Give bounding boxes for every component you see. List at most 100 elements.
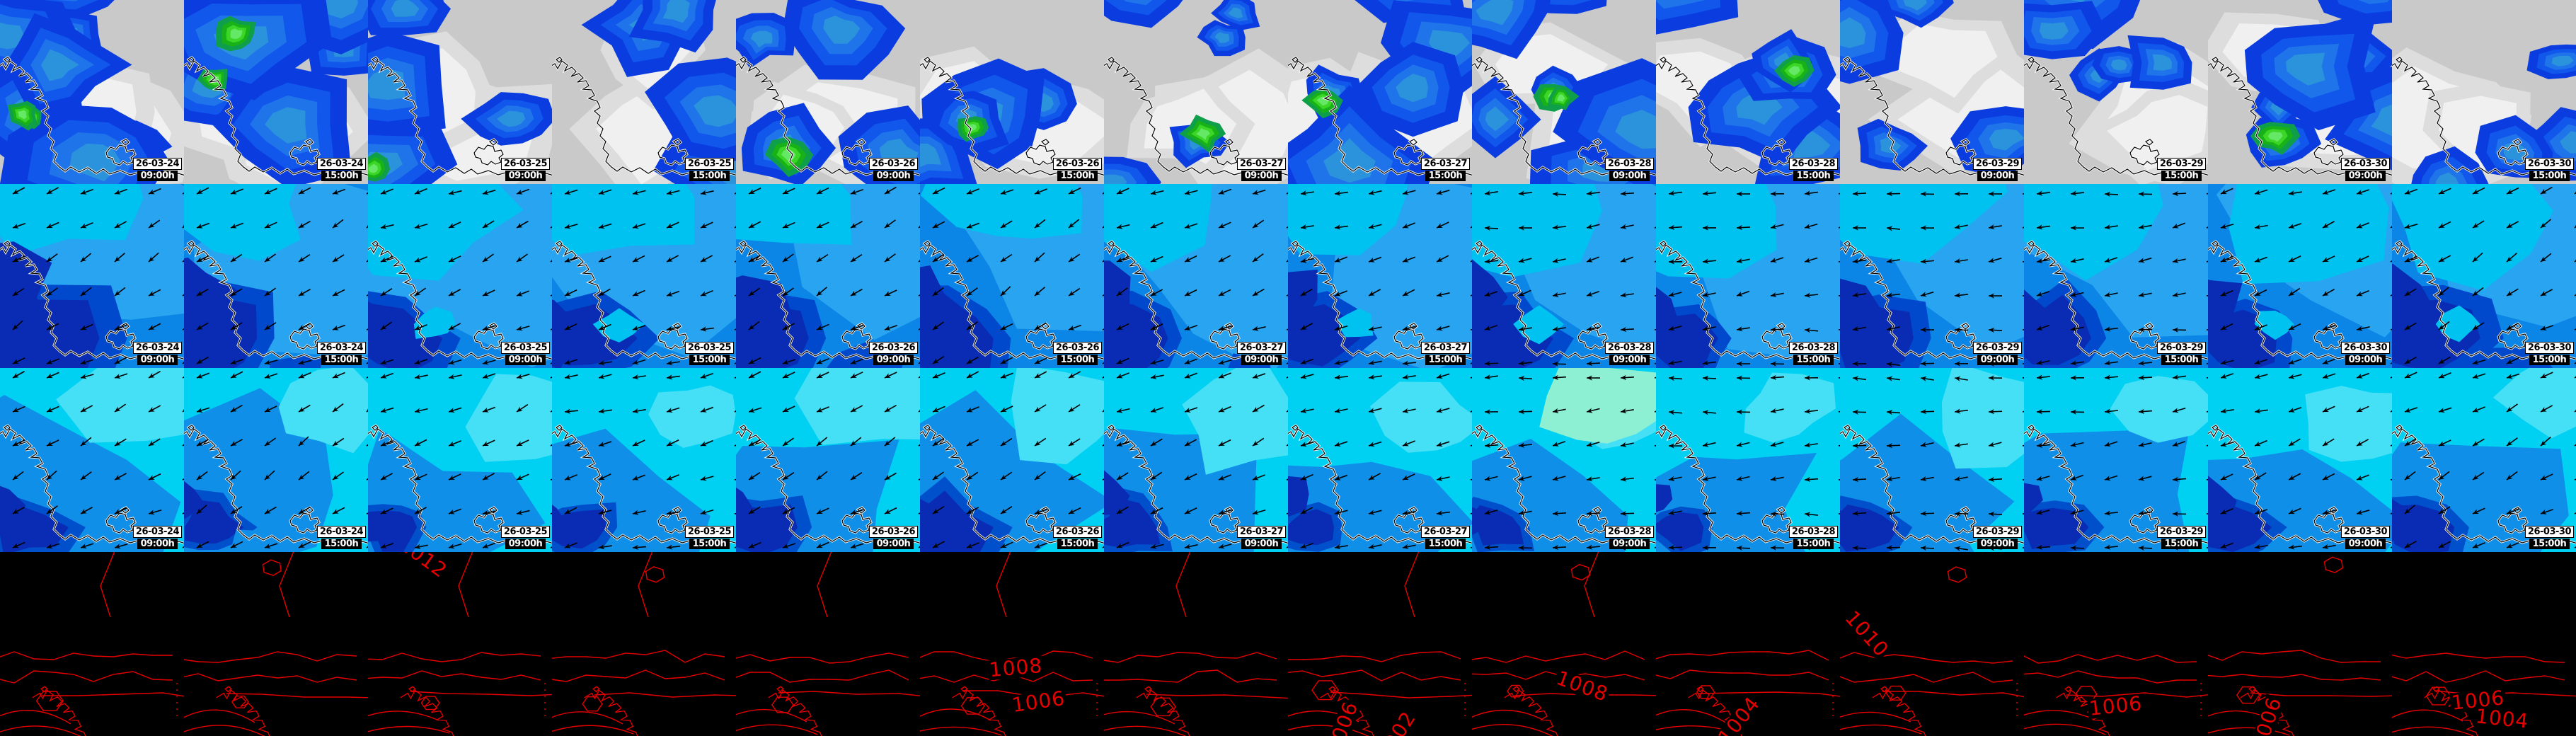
panel-time-label: 09:00h [1609,355,1650,365]
forecast-panel: 26-03-30 09:00h [2208,0,2392,184]
coastline [32,686,86,736]
map-canvas [2392,0,2576,184]
coastline [1104,240,1288,362]
panel-timestamp: 26-03-29 09:00h [1972,342,2022,365]
forecast-panel: 26-03-29 15:00h [2024,184,2208,368]
map-canvas [2392,368,2576,552]
panel-date-label: 26-03-28 [1604,526,1654,538]
panel-timestamp: 26-03-30 09:00h [2340,158,2390,181]
map-canvas [0,184,184,368]
panel-time-label: 09:00h [2345,355,2386,365]
coastline [2056,686,2110,736]
forecast-panel [368,552,552,736]
panel-time-label: 15:00h [2529,539,2570,549]
forecast-panel: 26-03-28 09:00h [1472,368,1656,552]
coastline [952,686,1006,736]
map-canvas [1288,368,1472,552]
forecast-panel: 26-03-27 15:00h [1288,368,1472,552]
map-canvas [1104,368,1288,552]
panel-date-label: 26-03-30 [2340,526,2390,538]
panel-date-label: 26-03-30 [2524,342,2574,354]
panel-date-label: 26-03-29 [2156,526,2206,538]
panel-date-label: 26-03-25 [684,342,734,354]
panel-date-label: 26-03-25 [500,158,550,170]
panel-date-label: 26-03-26 [1052,158,1102,170]
panel-time-label: 15:00h [321,355,362,365]
map-canvas [368,184,552,368]
map-canvas [368,552,552,736]
map-canvas [920,0,1104,184]
isobar-lines [368,552,552,734]
panel-timestamp: 26-03-29 15:00h [2156,342,2206,365]
coastline [584,686,638,736]
forecast-panel [1104,552,1288,736]
coastline [1840,56,2024,178]
map-canvas [2024,368,2208,552]
panel-time-label: 15:00h [2161,539,2202,549]
row-wind-wave-maps-upper: 26-03-24 09:00h 26-03-24 15:00h 26-03-25 09:0… [0,184,2576,368]
forecast-panel: 26-03-25 09:00h [368,0,552,184]
panel-date-label: 26-03-26 [1052,526,1102,538]
panel-timestamp: 26-03-25 09:00h [500,526,550,549]
coastline [1472,240,1656,362]
isobar-label: 1006 [2086,691,2145,720]
forecast-panel [1472,552,1656,736]
panel-timestamp: 26-03-29 15:00h [2156,158,2206,181]
map-canvas [552,184,736,368]
row-wind-wave-maps-lower: 26-03-24 09:00h 26-03-24 15:00h 26-03-25 09:0… [0,368,2576,552]
panel-date-label: 26-03-29 [2156,158,2206,170]
forecast-panel [184,552,368,736]
panel-time-label: 09:00h [1609,171,1650,181]
panel-time-label: 09:00h [137,355,178,365]
panel-timestamp: 26-03-28 09:00h [1604,158,1654,181]
panel-timestamp: 26-03-24 15:00h [316,342,366,365]
map-canvas [2208,184,2392,368]
panel-time-label: 09:00h [2345,539,2386,549]
panel-time-label: 15:00h [1793,539,1834,549]
forecast-panel: 26-03-24 15:00h [184,184,368,368]
panel-time-label: 09:00h [1609,539,1650,549]
wind-arrows [748,370,920,549]
map-canvas [2208,368,2392,552]
map-canvas [1840,184,2024,368]
map-canvas [552,552,736,736]
panel-date-label: 26-03-24 [132,526,182,538]
map-canvas [184,0,368,184]
forecast-panel [0,552,184,736]
forecast-panel: 26-03-30 15:00h [2392,0,2576,184]
map-canvas [2208,552,2392,736]
coastline [552,56,736,178]
panel-time-label: 09:00h [2345,171,2386,181]
panel-date-label: 26-03-28 [1604,342,1654,354]
forecast-panel: 26-03-28 15:00h [1656,368,1840,552]
wind-arrows [2036,374,2208,551]
map-canvas [2392,184,2576,368]
panel-timestamp: 26-03-26 15:00h [1052,158,1102,181]
forecast-panel: 26-03-25 15:00h [552,368,736,552]
panel-date-label: 26-03-30 [2524,158,2574,170]
coastline [1104,424,1288,546]
panel-timestamp: 26-03-25 15:00h [684,342,734,365]
forecast-panel: 26-03-29 09:00h [1840,0,2024,184]
panel-timestamp: 26-03-28 15:00h [1788,158,1838,181]
wind-arrows [1116,371,1288,549]
panel-timestamp: 26-03-26 15:00h [1052,342,1102,365]
panel-time-label: 15:00h [2529,171,2570,181]
panel-time-label: 15:00h [1425,171,1466,181]
coastline [1840,424,2024,546]
panel-date-label: 26-03-29 [2156,342,2206,354]
forecast-panel: 26-03-24 09:00h [0,184,184,368]
map-canvas [1288,184,1472,368]
map-canvas [920,184,1104,368]
forecast-panel: 26-03-25 09:00h [368,368,552,552]
panel-time-label: 15:00h [1425,355,1466,365]
map-canvas [1656,184,1840,368]
panel-timestamp: 26-03-27 09:00h [1236,158,1286,181]
panel-date-label: 26-03-24 [132,158,182,170]
forecast-panel: 26-03-26 09:00h [736,368,920,552]
panel-time-label: 09:00h [1977,171,2018,181]
forecast-panel: 26-03-24 15:00h [184,368,368,552]
wind-arrows [1668,374,1840,551]
panel-timestamp: 26-03-24 09:00h [132,342,182,365]
panel-timestamp: 26-03-28 09:00h [1604,526,1654,549]
